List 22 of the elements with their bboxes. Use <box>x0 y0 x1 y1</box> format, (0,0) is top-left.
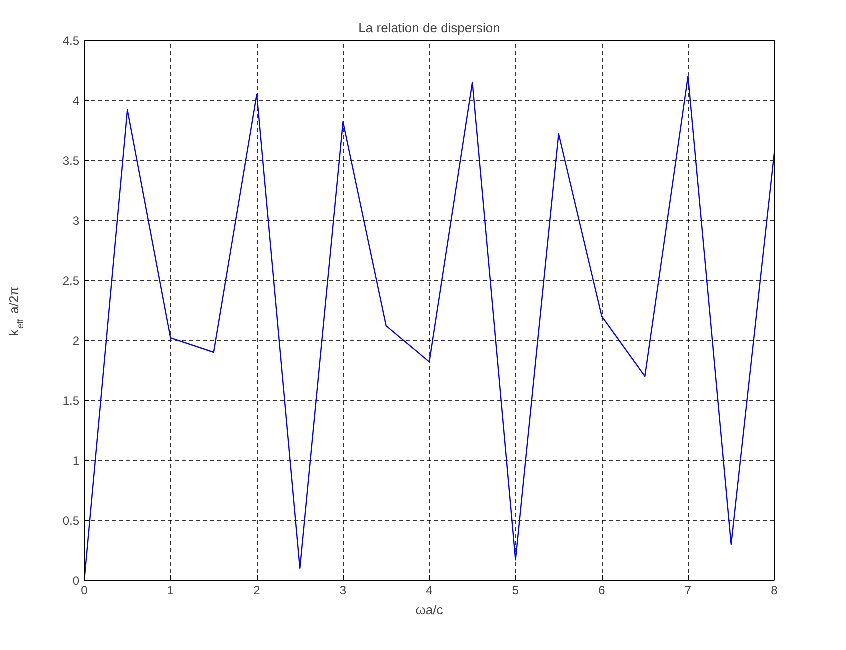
x-tick-label: 7 <box>684 584 692 598</box>
y-tick-label: 2.5 <box>62 274 80 288</box>
y-axis-title: keffa/2π <box>6 286 26 336</box>
y-tick-label: 0.5 <box>62 514 80 528</box>
y-tick-label: 4 <box>72 94 80 108</box>
y-tick-label: 3 <box>72 214 80 228</box>
x-tick-label: 3 <box>340 584 347 598</box>
x-tick-label: 5 <box>512 584 520 598</box>
y-tick-label: 0 <box>72 574 80 588</box>
x-tick-label: 1 <box>167 584 174 598</box>
chart-title: La relation de dispersion <box>358 20 500 36</box>
x-axis-title: ωa/c <box>416 602 444 618</box>
x-tick-label: 0 <box>81 584 88 598</box>
y-tick-label: 3.5 <box>62 154 80 168</box>
y-tick-label: 1 <box>72 454 80 468</box>
x-tick-label: 8 <box>771 584 778 598</box>
x-tick-label: 4 <box>426 584 434 598</box>
y-tick-label: 2 <box>72 334 80 348</box>
y-tick-label: 4.5 <box>62 34 80 48</box>
y-tick-label: 1.5 <box>62 394 80 408</box>
x-tick-label: 2 <box>254 584 261 598</box>
x-tick-label: 6 <box>598 584 606 598</box>
